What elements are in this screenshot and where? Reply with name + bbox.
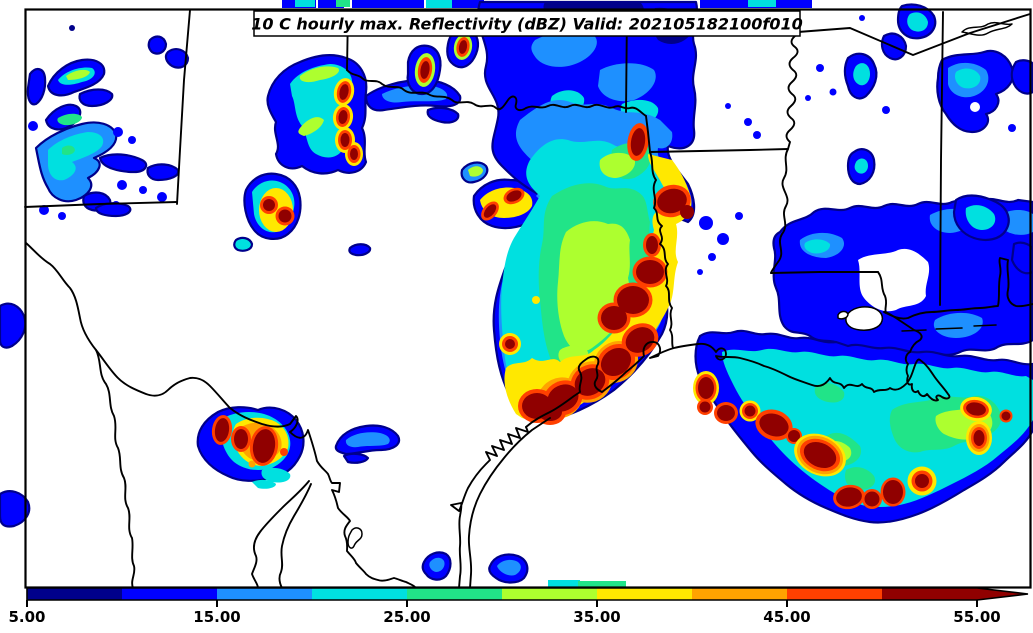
title-box-frame	[253, 10, 801, 37]
border-nm-south	[24, 201, 178, 208]
precip-north-cells	[406, 27, 480, 96]
colorbar-label: 35.00	[573, 608, 620, 626]
rio-grande-and-mexico-borders	[25, 242, 416, 589]
figure-title: 10 C hourly max. Reflectivity (dBZ) Vali…	[251, 15, 802, 34]
colorbar-extend-arrow	[977, 588, 1028, 600]
state-borders	[24, 9, 1031, 349]
precip-northeast-corner	[805, 3, 1033, 275]
precip-top-strip	[282, 0, 812, 8]
pearl-river	[877, 271, 888, 314]
mississippi-river	[770, 13, 800, 274]
title-box: 10 C hourly max. Reflectivity (dBZ) Vali…	[251, 10, 803, 37]
border-mx-chihuahua-coahuila	[95, 349, 136, 589]
colorbar-ticks	[26, 600, 978, 607]
border-tx-la-sabine	[649, 151, 674, 349]
precip-main-storm	[477, 0, 698, 425]
colorbar-label: 15.00	[193, 608, 240, 626]
colorbar: 5.00 15.00 25.00 35.00 45.00 55.00	[8, 587, 1029, 626]
precip-west-cells	[233, 172, 302, 252]
border-ar-la	[649, 148, 789, 153]
colorbar-label: 55.00	[953, 608, 1000, 626]
colorbar-segments	[27, 588, 1028, 600]
coast-padre-island	[467, 417, 551, 589]
border-red-river	[346, 69, 647, 117]
precip-midwest-cells	[460, 161, 562, 230]
colorbar-label: 45.00	[763, 608, 810, 626]
border-ms-al	[939, 11, 944, 306]
border-la-ms	[770, 271, 879, 274]
precip-small-blobs	[0, 243, 626, 588]
precip-northwest-cluster	[26, 25, 190, 220]
colorbar-outline	[26, 587, 1029, 601]
colorbar-label: 5.00	[8, 608, 45, 626]
border-mx-nl-tamaulipas	[278, 483, 312, 589]
coastline	[450, 257, 1033, 589]
border-mx-coahuila-nl	[251, 480, 310, 589]
rio-grande	[25, 242, 416, 588]
precip-gulf-east-cluster	[693, 103, 1033, 524]
coast-texas-mainland	[450, 426, 529, 589]
lake-pontchartrain	[845, 306, 884, 331]
lakes	[347, 306, 884, 549]
colorbar-labels: 5.00 15.00 25.00 35.00 45.00 55.00	[8, 608, 1000, 626]
precip-panhandle-cluster	[266, 53, 462, 175]
coast-gulf	[525, 257, 1033, 428]
colorbar-label: 25.00	[383, 608, 430, 626]
border-nm-tx	[176, 9, 191, 205]
